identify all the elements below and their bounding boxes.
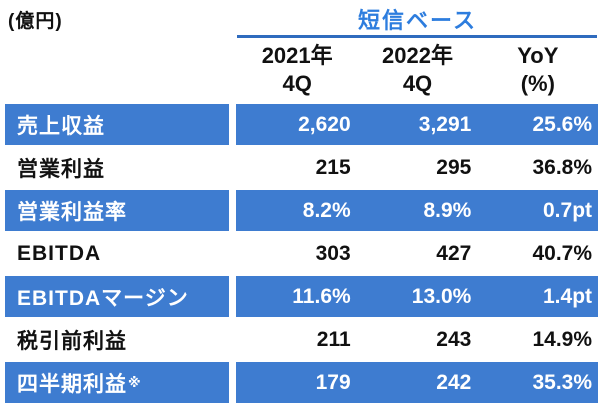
cell-value: 36.8% xyxy=(532,155,593,179)
table-title: 短信ベース xyxy=(358,8,477,33)
row-label: 四半期利益 ※ xyxy=(5,362,229,403)
cell-value: 295 xyxy=(436,155,472,179)
cell-value: 8.9% xyxy=(423,198,472,222)
column-gap xyxy=(229,276,236,317)
column-header-2022-4q: 2022年 4Q xyxy=(357,42,477,100)
row-values: 11.6% 13.0% 1.4pt xyxy=(236,276,598,317)
row-values: 215 295 36.8% xyxy=(236,147,598,188)
cell-value: 35.3% xyxy=(532,370,593,394)
row-label: EBITDA xyxy=(17,241,102,265)
cell-value: 2,620 xyxy=(298,112,351,136)
column-header-line1: 2022年 xyxy=(382,43,453,68)
column-header-row: 2021年 4Q 2022年 4Q YoY (%) xyxy=(237,42,598,100)
cell-value: 211 xyxy=(316,327,351,351)
column-header-2021-4q: 2021年 4Q xyxy=(237,42,357,100)
row-values: 2,620 3,291 25.6% xyxy=(236,104,598,145)
table-row-quarterly-profit: 四半期利益 ※ 179 242 35.3% xyxy=(5,362,598,403)
row-values: 179 242 35.3% xyxy=(236,362,598,403)
cell-value: 25.6% xyxy=(532,112,593,136)
column-header-yoy: YoY (%) xyxy=(478,42,598,100)
row-label-text: 四半期利益 xyxy=(17,372,127,396)
column-gap xyxy=(229,147,236,188)
column-header-line1: 2021年 xyxy=(261,43,333,68)
column-header-line2: 4Q xyxy=(282,71,312,96)
row-label: EBITDAマージン xyxy=(5,276,229,317)
cell-value: 13.0% xyxy=(411,284,472,308)
title-underline xyxy=(237,35,597,38)
cell-value: 179 xyxy=(315,370,351,394)
table-row-ebitda: EBITDA 303 427 40.7% xyxy=(5,233,598,274)
row-label: 税引前利益 xyxy=(17,329,127,353)
column-header-line2: (%) xyxy=(520,71,555,96)
cell-value: 242 xyxy=(436,370,472,394)
column-header-line1: YoY xyxy=(517,43,559,68)
cell-value: 0.7pt xyxy=(543,198,593,222)
table-body: 売上収益 2,620 3,291 25.6% 営業利益 215 295 36.8… xyxy=(5,104,598,403)
row-label: 営業利益率 xyxy=(5,190,229,231)
row-label: 売上収益 xyxy=(5,104,229,145)
table-row-pretax-profit: 税引前利益 211 243 14.9% xyxy=(5,319,598,360)
table-row-operating-margin: 営業利益率 8.2% 8.9% 0.7pt xyxy=(5,190,598,231)
column-gap xyxy=(229,233,236,274)
cell-value: 1.4pt xyxy=(543,284,593,308)
column-gap xyxy=(229,104,236,145)
unit-label: (億円) xyxy=(8,11,63,32)
table-row-revenue: 売上収益 2,620 3,291 25.6% xyxy=(5,104,598,145)
cell-value: 427 xyxy=(436,241,472,265)
cell-value: 40.7% xyxy=(532,241,593,265)
cell-value: 215 xyxy=(315,155,351,179)
row-values: 303 427 40.7% xyxy=(236,233,598,274)
cell-value: 14.9% xyxy=(532,327,593,351)
cell-value: 243 xyxy=(436,327,472,351)
row-label: 営業利益 xyxy=(17,157,105,181)
column-header-line2: 4Q xyxy=(402,71,433,96)
row-values: 8.2% 8.9% 0.7pt xyxy=(236,190,598,231)
cell-value: 303 xyxy=(315,241,351,265)
column-gap xyxy=(229,362,236,403)
table-row-operating-profit: 営業利益 215 295 36.8% xyxy=(5,147,598,188)
cell-value: 8.2% xyxy=(302,198,351,222)
table-row-ebitda-margin: EBITDAマージン 11.6% 13.0% 1.4pt xyxy=(5,276,598,317)
row-values: 211 243 14.9% xyxy=(236,319,598,360)
cell-value: 3,291 xyxy=(418,112,472,136)
column-gap xyxy=(229,319,236,360)
cell-value: 11.6% xyxy=(292,284,351,308)
column-gap xyxy=(229,190,236,231)
